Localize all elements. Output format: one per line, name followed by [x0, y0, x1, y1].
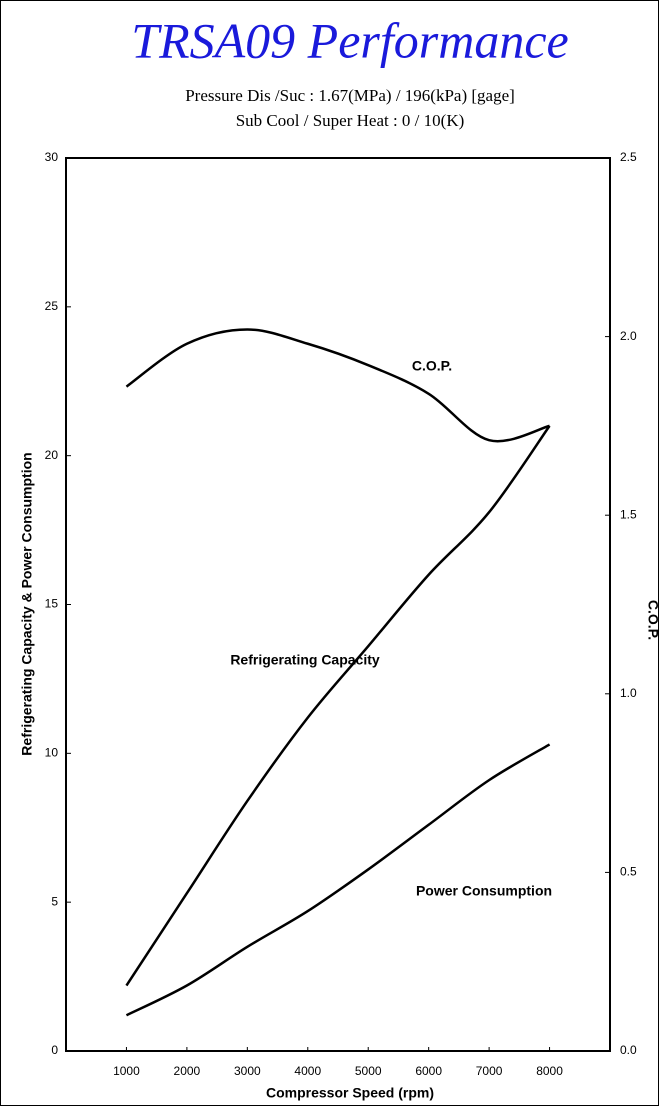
y2-tick-label: 1.0 — [620, 686, 637, 700]
x-axis-label: Compressor Speed (rpm) — [266, 1085, 434, 1101]
chart: TRSA09 Performance Pressure Dis /Suc : 1… — [0, 0, 659, 1106]
y2-axis-label: C.O.P. — [645, 600, 659, 640]
y2-tick-label: 2.0 — [620, 329, 637, 343]
chart-subtitle: Sub Cool / Super Heat : 0 / 10(K) — [236, 111, 465, 130]
x-tick-label: 5000 — [355, 1064, 382, 1078]
y-tick-label: 0 — [51, 1043, 58, 1057]
y-axis-label: Refrigerating Capacity & Power Consumpti… — [19, 452, 35, 755]
series-line — [126, 329, 549, 441]
x-tick-label: 8000 — [536, 1064, 563, 1078]
x-tick-label: 1000 — [113, 1064, 140, 1078]
y2-tick-label: 0.5 — [620, 865, 637, 879]
series-label: Power Consumption — [416, 883, 552, 899]
series-line — [126, 426, 549, 986]
chart-title: TRSA09 Performance — [131, 12, 568, 68]
y-tick-label: 10 — [45, 746, 59, 760]
frame — [1, 1, 659, 1106]
y2-tick-label: 1.5 — [620, 507, 637, 521]
y-tick-label: 25 — [45, 299, 59, 313]
y2-tick-label: 0.0 — [620, 1043, 637, 1057]
x-tick-label: 4000 — [294, 1064, 321, 1078]
y-tick-label: 5 — [51, 894, 58, 908]
x-tick-label: 6000 — [415, 1064, 442, 1078]
x-tick-label: 7000 — [476, 1064, 503, 1078]
y-tick-label: 30 — [45, 150, 59, 164]
x-tick-label: 2000 — [174, 1064, 201, 1078]
series-line — [126, 744, 549, 1015]
y-tick-label: 20 — [45, 448, 59, 462]
series-label: C.O.P. — [412, 358, 452, 374]
y2-tick-label: 2.5 — [620, 150, 637, 164]
chart-subtitle: Pressure Dis /Suc : 1.67(MPa) / 196(kPa)… — [185, 86, 515, 105]
axis-frame — [66, 158, 610, 1051]
series-label: Refrigerating Capacity — [230, 652, 380, 668]
y-tick-label: 15 — [45, 597, 59, 611]
x-tick-label: 3000 — [234, 1064, 261, 1078]
